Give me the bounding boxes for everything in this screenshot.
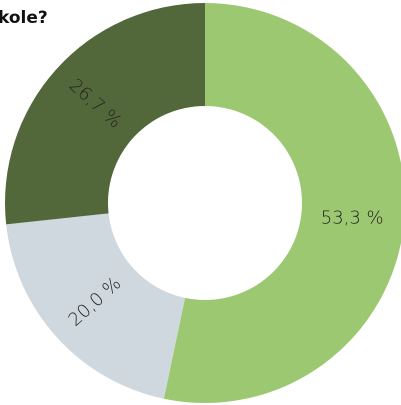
slice xyxy=(6,213,186,399)
slice xyxy=(5,3,206,225)
data-label: 53,3 % xyxy=(321,207,384,228)
chart-title: kole? xyxy=(0,8,48,28)
slice xyxy=(163,3,401,403)
